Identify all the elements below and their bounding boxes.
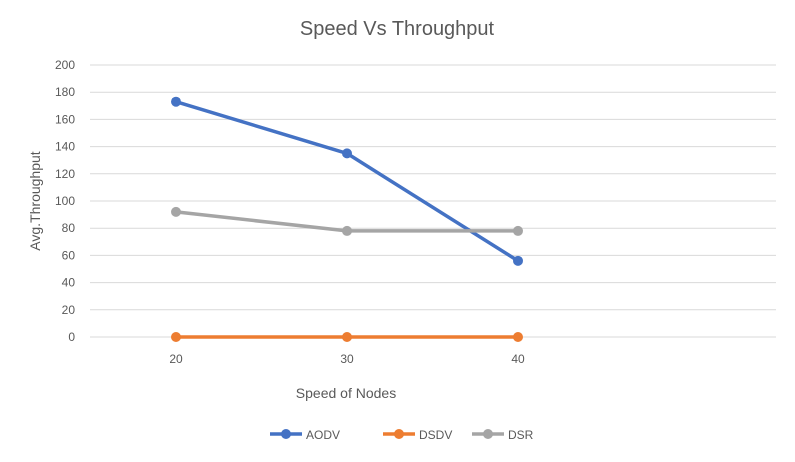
x-tick-label: 40 [511,352,525,366]
y-tick-label: 180 [55,85,75,99]
data-point [342,332,352,342]
data-point [513,226,523,236]
x-tick-label: 30 [340,352,354,366]
y-tick-label: 80 [62,221,76,235]
y-tick-label: 120 [55,167,75,181]
legend-swatch-marker [394,429,404,439]
y-tick-label: 40 [62,276,76,290]
legend-label: AODV [306,428,340,442]
y-tick-label: 100 [55,194,75,208]
data-point [171,97,181,107]
legend-swatch-marker [483,429,493,439]
data-point [513,256,523,266]
x-tick-label: 20 [169,352,183,366]
data-point [342,148,352,158]
y-tick-label: 0 [68,330,75,344]
legend-swatch-marker [281,429,291,439]
y-tick-label: 20 [62,303,76,317]
data-point [513,332,523,342]
x-axis-label: Speed of Nodes [296,385,396,401]
data-point [171,207,181,217]
y-tick-label: 60 [62,248,76,262]
y-tick-label: 200 [55,58,75,72]
chart-title: Speed Vs Throughput [300,18,495,40]
legend-label: DSDV [419,428,452,442]
y-axis-label: Avg.Throughput [27,151,43,250]
y-tick-label: 160 [55,112,75,126]
y-tick-label: 140 [55,140,75,154]
data-point [171,332,181,342]
data-point [342,226,352,236]
legend-label: DSR [508,428,534,442]
